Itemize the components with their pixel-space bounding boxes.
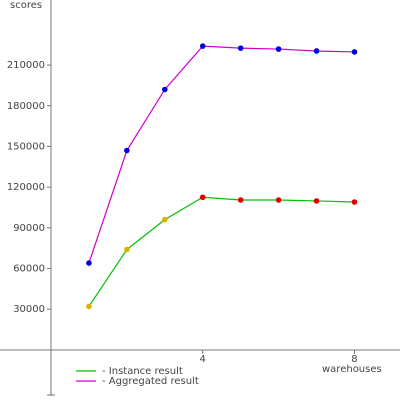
legend-label: - Aggregated result xyxy=(102,376,199,387)
series-line xyxy=(88,196,355,307)
data-point xyxy=(313,198,320,204)
data-point xyxy=(86,260,92,266)
x-tick-label: 8 xyxy=(351,354,357,365)
y-tick-label: 180000 xyxy=(7,101,45,112)
data-point xyxy=(351,49,358,55)
data-point xyxy=(237,197,244,203)
data-point xyxy=(199,194,206,201)
data-point xyxy=(162,86,168,93)
x-tick-label: 4 xyxy=(200,354,206,365)
data-point xyxy=(237,45,244,51)
y-tick-label: 60000 xyxy=(13,263,45,274)
y-tick-label: 150000 xyxy=(7,141,45,152)
legend-label: - Instance result xyxy=(102,366,183,377)
data-point xyxy=(275,197,282,203)
data-point xyxy=(275,46,282,52)
data-point xyxy=(351,199,358,205)
y-axis-label: scores xyxy=(10,0,42,11)
y-tick-label: 90000 xyxy=(13,223,45,234)
y-tick-label: 30000 xyxy=(13,304,45,315)
data-point xyxy=(86,303,92,310)
data-point xyxy=(162,216,168,223)
data-point xyxy=(124,246,130,253)
y-tick-label: 210000 xyxy=(7,60,45,71)
data-point xyxy=(313,48,320,54)
y-tick-label: 120000 xyxy=(7,182,45,193)
data-point xyxy=(124,147,130,154)
x-axis-label: warehouses xyxy=(322,364,382,375)
data-point xyxy=(199,43,206,49)
series-line xyxy=(88,45,355,264)
